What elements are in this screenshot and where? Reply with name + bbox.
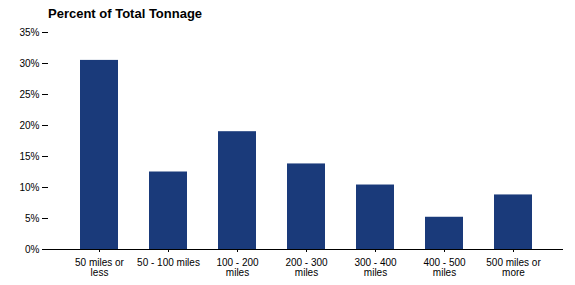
svg-text:30%: 30% — [19, 58, 39, 69]
svg-text:100 - 200miles: 100 - 200miles — [216, 257, 259, 278]
svg-text:500 miles ormore: 500 miles ormore — [486, 257, 541, 278]
svg-text:15%: 15% — [19, 151, 39, 162]
html-text:Percent of Total Tonnage: Percent of Total Tonnage — [48, 6, 203, 21]
svg-text:50 - 100 miles: 50 - 100 miles — [137, 257, 200, 268]
svg-text:300 - 400miles: 300 - 400miles — [354, 257, 397, 278]
svg-text:25%: 25% — [19, 89, 39, 100]
svg-text:20%: 20% — [19, 120, 39, 131]
svg-text:0%: 0% — [25, 244, 40, 255]
svg-text:50 miles orless: 50 miles orless — [75, 257, 125, 278]
svg-text:200 - 300miles: 200 - 300miles — [285, 257, 328, 278]
svg-text:5%: 5% — [25, 213, 40, 224]
svg-text:10%: 10% — [19, 182, 39, 193]
svg-text:35%: 35% — [19, 27, 39, 38]
svg-text:400 - 500miles: 400 - 500miles — [423, 257, 466, 278]
